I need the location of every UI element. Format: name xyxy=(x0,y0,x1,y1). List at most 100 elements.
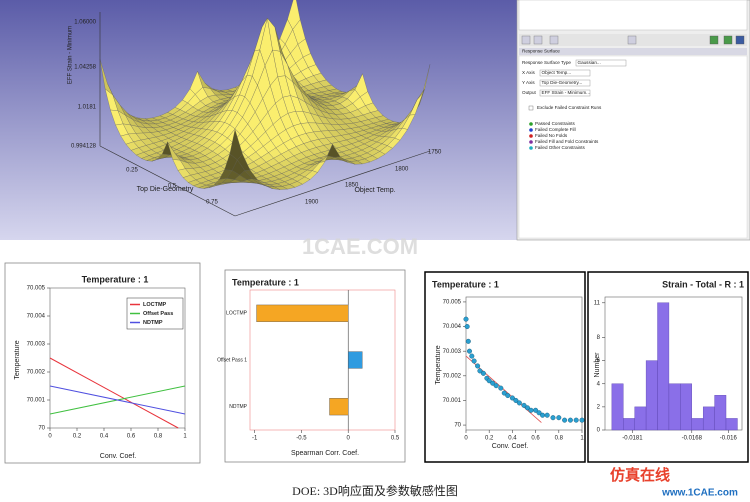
x-tick-label: 1 xyxy=(183,434,187,440)
y-tick-label: 70 xyxy=(38,426,45,432)
field-label: Response Surface Type xyxy=(522,60,571,65)
point xyxy=(471,358,477,364)
field-label: Y Axis xyxy=(522,80,535,85)
point xyxy=(567,417,573,423)
z-tick-label: 1.06000 xyxy=(74,20,96,26)
dropdown[interactable] xyxy=(539,89,591,97)
tool-button[interactable] xyxy=(549,35,559,45)
legend-label: Failed Other Constraints xyxy=(535,145,585,150)
y-tick-label: 70.003 xyxy=(443,349,462,355)
point xyxy=(536,410,542,416)
point xyxy=(501,390,507,396)
category-label: LOCTMP xyxy=(226,311,248,317)
x-label: Top Die-Geometry xyxy=(137,186,194,193)
chart: Temperature : 1 Conv. Coef. Temperature 0 0.… xyxy=(424,271,586,463)
x-axis xyxy=(99,145,236,217)
point xyxy=(540,412,546,418)
chart-title: Temperature : 1 xyxy=(232,277,299,287)
caption: DOE: 3D响应面及参数敏感性图 xyxy=(292,483,458,498)
legend-label: Failed Complete Fill xyxy=(535,127,576,132)
legend-label: LOCTMP xyxy=(143,302,167,308)
point xyxy=(486,378,492,384)
chart-frame xyxy=(424,271,586,463)
y-tick-label: 1850 xyxy=(345,183,359,189)
line-series xyxy=(49,385,186,415)
y-tick-label: 70.001 xyxy=(27,398,46,404)
histogram-bar xyxy=(691,418,704,431)
x-tick-label: 0.4 xyxy=(100,434,109,440)
watermark: 1CAE.COM xyxy=(302,234,418,259)
z-tick-label: 0.994128 xyxy=(71,144,97,150)
point xyxy=(579,417,585,423)
z-label: EFF Strain - Minimum xyxy=(68,26,74,84)
x-axis-label: Conv. Coef. xyxy=(100,453,136,460)
x-axis-label: Conv. Coef. xyxy=(492,443,528,450)
legend-label: Failed No Folds xyxy=(535,133,568,138)
x-tick-label: 0 xyxy=(347,436,351,442)
legend-label: Passed Constraints xyxy=(535,121,576,126)
plot-area xyxy=(465,296,583,431)
y-tick-label: 70.002 xyxy=(443,373,462,379)
x-tick-label: 0.5 xyxy=(391,436,400,442)
tool-button[interactable] xyxy=(723,35,733,45)
point xyxy=(505,393,511,399)
dropdown[interactable] xyxy=(575,59,627,67)
histogram-bar xyxy=(714,395,727,431)
point xyxy=(463,316,469,322)
chart: Strain - Total - R : 1 Number -0.0181 -0.01… xyxy=(587,271,749,463)
x-tick-label: 0.6 xyxy=(531,436,540,442)
x-tick-label: 0.8 xyxy=(555,436,564,442)
histogram-bar xyxy=(668,383,681,431)
point xyxy=(562,417,568,423)
y-tick-label: 70.003 xyxy=(27,342,46,348)
legend-label: Failed Fill and Fold Constraints xyxy=(535,139,599,144)
histogram-bar xyxy=(657,302,670,431)
point xyxy=(524,405,530,411)
histogram-bar xyxy=(725,418,738,431)
dropdown-value: Gaussian... xyxy=(578,60,601,65)
chart: Temperature : 1 Conv. Coef. Temperature 0 0.… xyxy=(4,262,201,464)
legend-dot xyxy=(529,128,533,132)
point xyxy=(513,397,519,403)
point xyxy=(509,395,515,401)
tool-button[interactable] xyxy=(521,35,531,45)
x-tick-label: 0.6 xyxy=(127,434,136,440)
section-header xyxy=(519,48,747,55)
y-axis-label: Temperature xyxy=(14,340,21,379)
checkbox[interactable] xyxy=(528,105,534,111)
y-tick-label: 1750 xyxy=(428,150,442,156)
histogram-bar xyxy=(623,418,635,431)
y-tick-label: 11 xyxy=(594,300,601,306)
x-tick-label: -0.0181 xyxy=(622,436,643,442)
point xyxy=(490,380,496,386)
y-tick-label: 4 xyxy=(597,381,601,387)
section-title: Response Surface xyxy=(522,49,560,54)
tool-button[interactable] xyxy=(533,35,543,45)
checkbox-label: Exclude Failed Constraint Runs xyxy=(537,105,602,110)
x-tick-label: -0.5 xyxy=(296,436,307,442)
dropdown-value: Object Temp... xyxy=(542,70,572,75)
category-label: Offset Pass 1 xyxy=(217,357,247,363)
chart-frame xyxy=(224,269,406,463)
point xyxy=(528,407,534,413)
chart-title: Strain - Total - R : 1 xyxy=(662,279,744,289)
x-tick-label: 0.25 xyxy=(126,168,138,174)
y-label: Object Temp. xyxy=(354,187,395,194)
side-panel: Response Surface Response Surface Type Ga… xyxy=(516,0,750,241)
form: Response Surface Type Gaussian... X Axis Ob… xyxy=(522,59,627,150)
y-tick-label: 70.004 xyxy=(27,314,46,320)
point xyxy=(544,412,550,418)
tool-button[interactable] xyxy=(709,35,719,45)
dropdown[interactable] xyxy=(539,79,591,87)
tool-button[interactable] xyxy=(627,35,637,45)
dropdown[interactable] xyxy=(539,69,591,77)
legend-dot xyxy=(529,122,533,126)
z-tick-label: 1.0181 xyxy=(78,105,97,111)
field-label: X Axis xyxy=(522,70,535,75)
x-axis-label: Spearman Corr. Coef. xyxy=(291,450,359,457)
section-body xyxy=(518,55,748,239)
x-tick-label: 1 xyxy=(580,436,584,442)
tool-button[interactable] xyxy=(735,35,745,45)
